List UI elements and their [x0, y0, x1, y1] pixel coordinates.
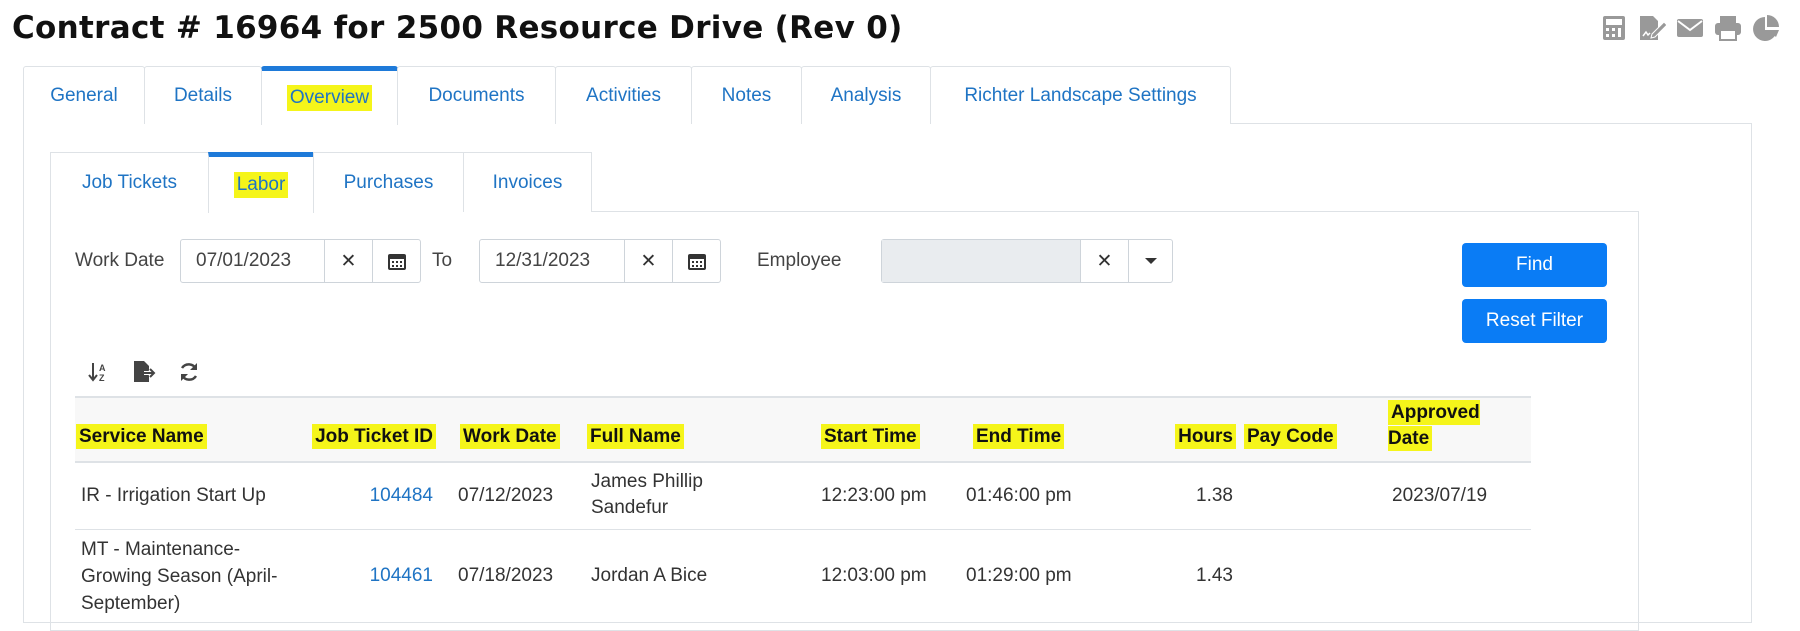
to-label: To: [432, 250, 453, 271]
tab-activities[interactable]: Activities: [555, 66, 692, 124]
employee-value[interactable]: [882, 240, 1080, 282]
employee-label: Employee: [757, 250, 842, 271]
tab-documents[interactable]: Documents: [397, 66, 556, 124]
subtab-label: Job Tickets: [81, 171, 178, 193]
col-full-name[interactable]: Full Name: [587, 424, 684, 449]
signature-icon[interactable]: [1638, 14, 1666, 42]
tab-analysis[interactable]: Analysis: [801, 66, 931, 124]
table-row: [75, 530, 1531, 620]
col-pay-code[interactable]: Pay Code: [1244, 424, 1337, 449]
clear-icon[interactable]: ✕: [624, 240, 672, 282]
tab-details[interactable]: Details: [144, 66, 262, 124]
cell-service: IR - Irrigation Start Up: [81, 485, 266, 506]
tab-notes[interactable]: Notes: [691, 66, 802, 124]
job-ticket-link[interactable]: 104484: [369, 485, 433, 506]
subtab-label: Invoices: [492, 171, 563, 193]
subtab-label: Purchases: [343, 171, 434, 193]
col-hours[interactable]: Hours: [1175, 424, 1236, 449]
cell-date: 07/18/2023: [458, 565, 554, 586]
tab-general[interactable]: General: [23, 66, 145, 124]
cell-end: 01:29:00 pm: [966, 565, 1072, 586]
calculator-icon[interactable]: [1600, 14, 1628, 42]
cell-hours: 1.43: [1196, 565, 1233, 586]
cell-service: MT - Maintenance-Growing Season (April-S…: [81, 539, 278, 614]
tab-label: Notes: [721, 84, 772, 106]
calendar-icon[interactable]: [372, 240, 420, 282]
table-row: [75, 463, 1531, 530]
col-job-ticket-id[interactable]: Job Ticket ID: [312, 424, 436, 449]
col-approved-date[interactable]: Approved Date: [1388, 400, 1480, 451]
cell-date: 07/12/2023: [458, 485, 554, 506]
work-date-to-input[interactable]: 12/31/2023: [495, 250, 591, 271]
clear-icon[interactable]: ✕: [1080, 240, 1128, 282]
cell-end: 01:46:00 pm: [966, 485, 1072, 506]
job-ticket-link[interactable]: 104461: [369, 565, 433, 586]
print-icon[interactable]: [1714, 14, 1742, 42]
export-icon[interactable]: [132, 360, 157, 390]
cell-name: Jordan A Bice: [591, 565, 708, 586]
reset-filter-button[interactable]: Reset Filter: [1462, 299, 1607, 343]
tab-label: Analysis: [830, 84, 902, 106]
cell-approved: 2023/07/19: [1392, 485, 1488, 506]
tab-overview[interactable]: Overview: [261, 66, 398, 125]
clear-icon[interactable]: ✕: [324, 240, 372, 282]
work-date-to: 12/31/2023 ✕: [479, 239, 721, 283]
tab-label: Documents: [428, 84, 525, 106]
col-service-name[interactable]: Service Name: [76, 424, 207, 449]
col-start-time[interactable]: Start Time: [821, 424, 920, 449]
header-actions: [1600, 14, 1780, 42]
calendar-icon[interactable]: [672, 240, 720, 282]
cell-start: 12:23:00 pm: [821, 485, 927, 506]
page-title: Contract # 16964 for 2500 Resource Drive…: [12, 10, 903, 46]
svg-text:Z: Z: [99, 373, 105, 383]
employee-select[interactable]: ✕: [881, 239, 1173, 283]
tab-label: Details: [173, 84, 233, 106]
tab-label: Richter Landscape Settings: [964, 84, 1197, 106]
subtab-labor[interactable]: Labor: [208, 152, 314, 213]
tab-richter-landscape-settings[interactable]: Richter Landscape Settings: [930, 66, 1231, 124]
col-work-date[interactable]: Work Date: [460, 424, 560, 449]
col-end-time[interactable]: End Time: [973, 424, 1065, 449]
tab-label: Activities: [586, 84, 661, 106]
cell-hours: 1.38: [1196, 485, 1233, 506]
cell-start: 12:03:00 pm: [821, 565, 927, 586]
work-date-label: Work Date: [75, 250, 165, 271]
tab-label: General: [50, 84, 118, 106]
pie-chart-icon[interactable]: [1752, 14, 1780, 42]
subtab-invoices[interactable]: Invoices: [463, 152, 592, 212]
envelope-icon[interactable]: [1676, 14, 1704, 42]
tab-label: Overview: [286, 85, 373, 111]
subtab-purchases[interactable]: Purchases: [313, 152, 464, 212]
work-date-from: 07/01/2023 ✕: [180, 239, 421, 283]
svg-text:A: A: [99, 363, 106, 373]
subtab-label: Labor: [233, 172, 289, 198]
work-date-from-input[interactable]: 07/01/2023: [196, 250, 292, 271]
caret-down-icon[interactable]: [1128, 240, 1172, 282]
cell-name: James Phillip Sandefur: [591, 471, 703, 518]
refresh-icon[interactable]: [178, 361, 200, 389]
subtab-job-tickets[interactable]: Job Tickets: [50, 152, 209, 212]
find-button[interactable]: Find: [1462, 243, 1607, 287]
